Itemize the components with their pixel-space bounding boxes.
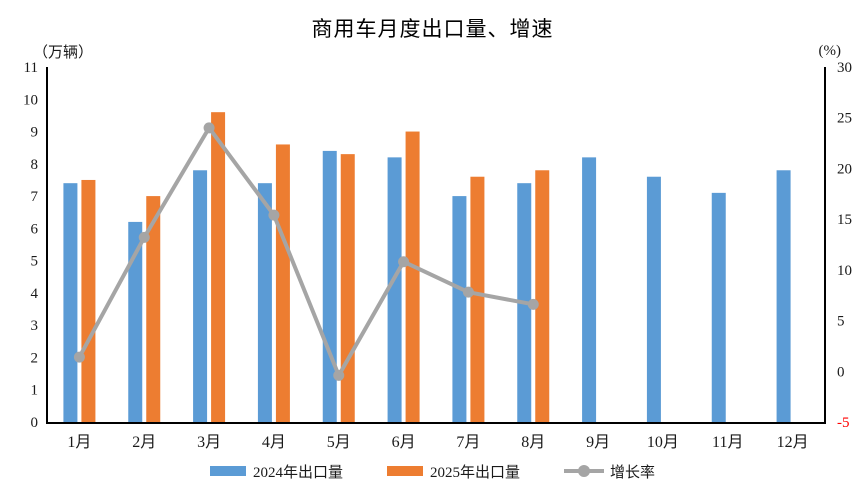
bar-2024: [322, 150, 337, 422]
right-axis-tick-label: -5: [837, 415, 850, 431]
bar-2025: [535, 170, 550, 422]
left-axis-unit-label: （万辆）: [33, 45, 94, 61]
growth-rate-line: [77, 125, 536, 378]
x-axis-label: 8月: [521, 434, 545, 451]
right-axis-tick-label: 0: [837, 364, 845, 380]
left-axis-tick-label: 10: [23, 92, 38, 108]
legend-item-growth-rate: 增长率: [564, 461, 655, 482]
x-axis-label: 5月: [327, 434, 351, 451]
legend-swatch-2024: [209, 466, 246, 476]
left-axis-tick-label: 7: [31, 189, 39, 205]
left-axis-tick-label: 4: [31, 286, 39, 302]
chart-svg: 0 1 2 3 4 5 6 7 8 9 10 11 -5 0 5 10 15 20 25 30 1月 2月 3月 4月 5月 6月…: [23, 60, 852, 451]
growth-rate-point: [203, 122, 215, 134]
bar-2025: [275, 144, 290, 423]
bar-2024: [452, 196, 467, 422]
x-axis-label: 9月: [586, 434, 610, 451]
bar-2024: [776, 170, 791, 422]
right-axis-tick-label: 5: [837, 314, 845, 330]
x-axis-label: 2月: [132, 434, 156, 451]
left-axis-tick-label: 11: [24, 60, 38, 76]
right-axis-tick-label: 20: [837, 161, 852, 177]
x-axis-label: 1月: [67, 434, 91, 451]
right-axis-tick-label: 30: [837, 60, 852, 76]
x-axis-label: 10月: [647, 434, 679, 451]
bar-2025: [211, 112, 226, 422]
left-axis-tick-label: 0: [31, 415, 39, 431]
left-axis-tick-label: 1: [31, 383, 39, 399]
legend-label-growth-rate: 增长率: [610, 464, 656, 481]
growth-rate-point: [333, 369, 345, 381]
x-axis-label: 7月: [456, 434, 480, 451]
left-axis-tick-label: 9: [31, 125, 39, 141]
growth-rate-point: [138, 231, 150, 243]
legend-swatch-2025: [386, 466, 423, 476]
chart-title: 商用车月度出口量、增速: [311, 17, 554, 41]
bar-2024: [257, 183, 272, 422]
left-axis-tick-label: 5: [31, 254, 39, 270]
growth-rate-point: [462, 286, 474, 298]
legend-label-2025: 2025年出口量: [429, 464, 520, 481]
bar-2024: [711, 192, 726, 422]
legend-item-2025: 2025年出口量: [386, 461, 520, 482]
left-axis-tick-label: 8: [31, 157, 39, 173]
bar-2025: [340, 154, 355, 423]
growth-rate-point: [527, 298, 539, 310]
bar-2024: [128, 221, 143, 422]
bar-2025: [470, 176, 485, 422]
x-axis-label: 4月: [262, 434, 286, 451]
legend-line-marker-icon: [564, 465, 604, 477]
growth-rate-point: [73, 351, 85, 363]
bar-2024: [646, 176, 661, 422]
right-axis-tick-label: 10: [837, 263, 852, 279]
legend-label-2024: 2024年出口量: [252, 464, 343, 481]
growth-rate-point: [398, 256, 410, 268]
x-axis-label: 11月: [712, 434, 743, 451]
x-axis-label: 12月: [777, 434, 809, 451]
legend-line-dot: [578, 465, 590, 477]
bar-2025: [146, 196, 161, 422]
x-axis-label: 3月: [197, 434, 221, 451]
bar-2025: [405, 131, 420, 422]
bar-2024: [582, 157, 597, 422]
right-axis-unit-label: (%): [818, 43, 842, 59]
left-axis-tick-label: 6: [31, 221, 39, 237]
right-axis-tick-label: 25: [837, 111, 852, 127]
chart-legend: 2024年出口量 2025年出口量 增长率: [0, 460, 865, 482]
bar-2024: [387, 157, 402, 422]
left-axis-tick-label: 3: [31, 318, 39, 334]
right-axis-tick-label: 15: [837, 212, 852, 228]
bar-2025: [81, 179, 96, 422]
growth-rate-point: [268, 209, 280, 221]
legend-item-2024: 2024年出口量: [209, 461, 343, 482]
x-axis-label: 6月: [392, 434, 416, 451]
left-axis-tick-label: 2: [31, 350, 39, 366]
bar-2024: [63, 183, 78, 422]
bar-2024: [193, 170, 208, 422]
